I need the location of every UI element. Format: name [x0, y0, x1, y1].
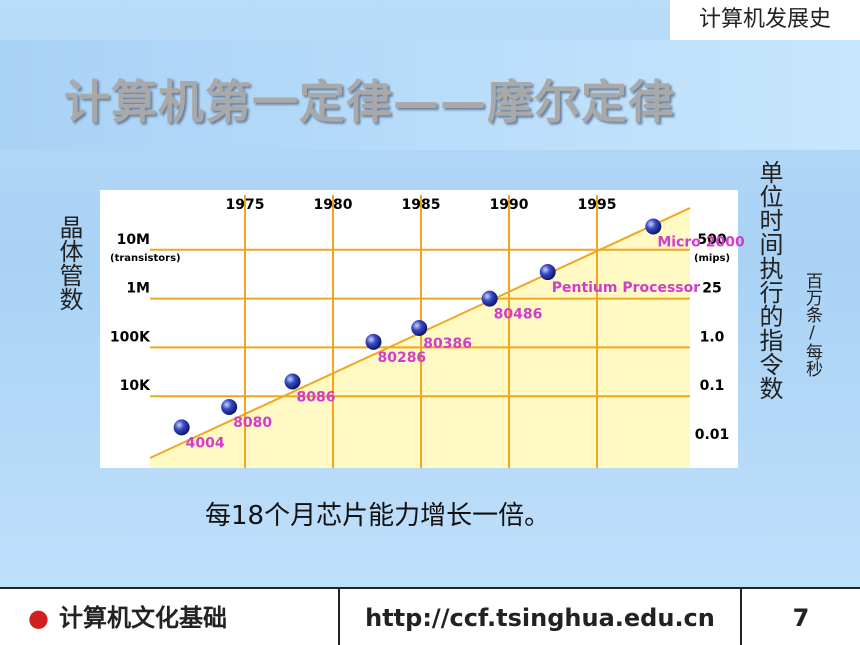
point	[365, 333, 382, 350]
point	[284, 373, 301, 390]
point-label: 8086	[297, 390, 336, 406]
title-band	[0, 40, 860, 150]
y-tick-label: 1M	[126, 281, 150, 297]
right-label: 单位时间执行的指令数	[755, 160, 783, 400]
y2-tick-label: 1.0	[700, 329, 725, 345]
point	[539, 264, 556, 281]
point	[411, 319, 428, 336]
y2-tick-label: 0.01	[695, 427, 730, 443]
x-tick-label: 1990	[490, 197, 529, 213]
point	[221, 399, 238, 416]
x-tick-label: 1995	[578, 197, 617, 213]
x-tick-label: 1985	[402, 197, 441, 213]
footer-url: http://ccf.tsinghua.edu.cn	[340, 589, 742, 645]
y2-tick-label: 0.1	[700, 378, 725, 394]
x-tick-label: 1980	[314, 197, 353, 213]
point-label: 4004	[186, 435, 225, 451]
point	[173, 419, 190, 436]
point-label: 80286	[377, 350, 426, 366]
point-label: 8080	[233, 415, 272, 431]
right-unit: 百万条/每秒	[802, 272, 822, 377]
point-label: 80386	[423, 336, 472, 352]
section-title: 计算机发展史	[670, 0, 860, 40]
slide-title: 计算机第一定律——摩尔定律	[64, 75, 675, 129]
y2-tick-label: 25	[702, 281, 721, 297]
point-label: 80486	[494, 307, 543, 323]
caption: 每18个月芯片能力增长一倍。	[205, 501, 551, 531]
footer-course: ● 计算机文化基础	[0, 589, 340, 645]
footer-page: 7	[792, 604, 810, 632]
y2-tick-label: 500	[697, 232, 726, 248]
point-label: Micro 2000	[657, 235, 745, 251]
point	[481, 290, 498, 307]
x-tick-label: 1975	[226, 197, 265, 213]
y-tick-label: 10K	[120, 378, 151, 394]
y-axis-unit: (transistors)	[110, 253, 181, 264]
point-label: Pentium Processor	[552, 280, 701, 296]
left-label: 晶体管数	[55, 215, 83, 311]
footer: ● 计算机文化基础 http://ccf.tsinghua.edu.cn 7	[0, 587, 860, 645]
y-tick-label: 100K	[110, 329, 151, 345]
course-name: 计算机文化基础	[58, 604, 227, 632]
y2-axis-unit: (mips)	[694, 253, 730, 264]
point	[645, 218, 662, 235]
y-tick-label: 10M	[117, 232, 150, 248]
